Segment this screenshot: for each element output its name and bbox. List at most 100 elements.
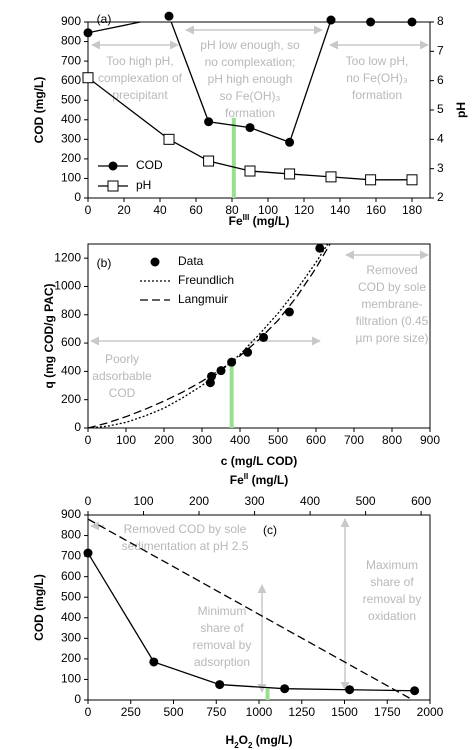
point [204, 117, 214, 127]
panel-label: (c) [263, 523, 277, 537]
series-line [88, 552, 415, 692]
x-tick-label: 100 [258, 203, 278, 217]
y2-tick-label: 7 [437, 44, 444, 58]
axis-label: FeIII (mg/L) [229, 213, 290, 229]
annotation: pH low enough, so [200, 38, 300, 52]
point [259, 332, 269, 342]
y-tick-label: 600 [61, 569, 81, 583]
annotation: removal by [363, 592, 422, 606]
point [407, 17, 417, 27]
point [325, 171, 337, 183]
y-tick-label: 200 [61, 151, 81, 165]
x-tick-label: 160 [366, 203, 386, 217]
y-tick-label: 400 [61, 610, 81, 624]
point [326, 15, 336, 25]
axis-label-part: 2 [234, 741, 239, 750]
y-tick-label: 700 [61, 548, 81, 562]
y-tick-label: 0 [74, 692, 81, 706]
y-tick-label: 800 [61, 528, 81, 542]
y-tick-label: 600 [61, 73, 81, 87]
y-tick-label: 100 [61, 672, 81, 686]
annotation: sedimentation at pH 2.5 [122, 539, 249, 553]
legend-marker [108, 161, 118, 171]
x-tick-label: 700 [344, 433, 364, 447]
point [410, 686, 420, 696]
legend-marker [107, 180, 119, 192]
annotation: no Fe(OH)₃ [346, 71, 408, 85]
panel-label: (b) [97, 256, 112, 270]
annotation: Removed COD by sole [124, 522, 247, 536]
axis-label-part: c (mg/L COD) [221, 454, 297, 468]
y2-tick-label: 4 [437, 132, 444, 146]
x-tick-label: 0 [85, 433, 92, 447]
y-tick-label: 900 [61, 14, 81, 28]
y2-axis-label: pH [454, 102, 468, 118]
x-tick-label: 1500 [331, 705, 358, 719]
point [315, 243, 325, 253]
y2-tick-label: 6 [437, 73, 444, 87]
axis-label-part: II [244, 472, 248, 481]
series-line [88, 244, 331, 428]
y-tick-label: 200 [61, 651, 81, 665]
y-tick-label: 200 [61, 392, 81, 406]
plot-frame [87, 243, 431, 429]
annotation: no complexation; [205, 55, 296, 69]
series-line [88, 244, 329, 428]
series-line [88, 22, 412, 144]
annotation: Too low pH, [346, 54, 409, 68]
series-line [88, 77, 412, 181]
y-tick-label: 0 [74, 420, 81, 434]
x2-tick-label: 500 [356, 494, 376, 508]
point [163, 133, 175, 145]
annotation: COD [109, 386, 136, 400]
x-tick-label: 250 [121, 705, 141, 719]
y-tick-label: 800 [61, 34, 81, 48]
annotation: Removed [366, 263, 417, 277]
y2-tick-label: 8 [437, 14, 444, 28]
y-tick-label: 0 [74, 190, 81, 204]
annotation: oxidation [368, 609, 416, 623]
point [280, 684, 290, 694]
axis-label: FeII (mg/L) [230, 472, 288, 488]
y-axis-label: COD (mg/L) [32, 574, 46, 641]
point [83, 548, 93, 558]
x-tick-label: 500 [268, 433, 288, 447]
axis-label-part: H [226, 733, 235, 747]
point [164, 11, 174, 21]
x-tick-label: 0 [85, 203, 92, 217]
axis-label-part: (mg/L) [252, 733, 292, 747]
y2-tick-label: 2 [437, 190, 444, 204]
annotation: formation [352, 88, 402, 102]
x-tick-label: 500 [163, 705, 183, 719]
series-line [88, 518, 414, 700]
annotation: pH high enough [208, 72, 293, 86]
legend-label: COD [136, 158, 163, 172]
annotation: precipitant [112, 88, 168, 102]
x-tick-label: 20 [117, 203, 131, 217]
x-tick-label: 1250 [288, 705, 315, 719]
y2-tick-label: 5 [437, 102, 444, 116]
point [365, 174, 377, 186]
point [244, 165, 256, 177]
x2-tick-label: 100 [134, 494, 154, 508]
point [284, 307, 294, 317]
legend-marker [150, 257, 160, 267]
annotation: removal by [193, 638, 252, 652]
y-tick-label: 300 [61, 132, 81, 146]
y-tick-label: 300 [61, 631, 81, 645]
annotation: Minimum [198, 604, 247, 618]
annotation: share of [200, 621, 244, 635]
y-axis-label: COD (mg/L) [32, 77, 46, 144]
point [245, 123, 255, 133]
annotation: Too high pH, [106, 54, 173, 68]
annotation: µm pore size) [356, 331, 429, 345]
x-tick-label: 300 [192, 433, 212, 447]
point [243, 347, 253, 357]
x-tick-label: 0 [85, 705, 92, 719]
annotation: Maximum [366, 558, 418, 572]
x-tick-label: 60 [189, 203, 203, 217]
y-tick-label: 500 [61, 589, 81, 603]
y-tick-label: 100 [61, 171, 81, 185]
y-tick-label: 400 [61, 112, 81, 126]
